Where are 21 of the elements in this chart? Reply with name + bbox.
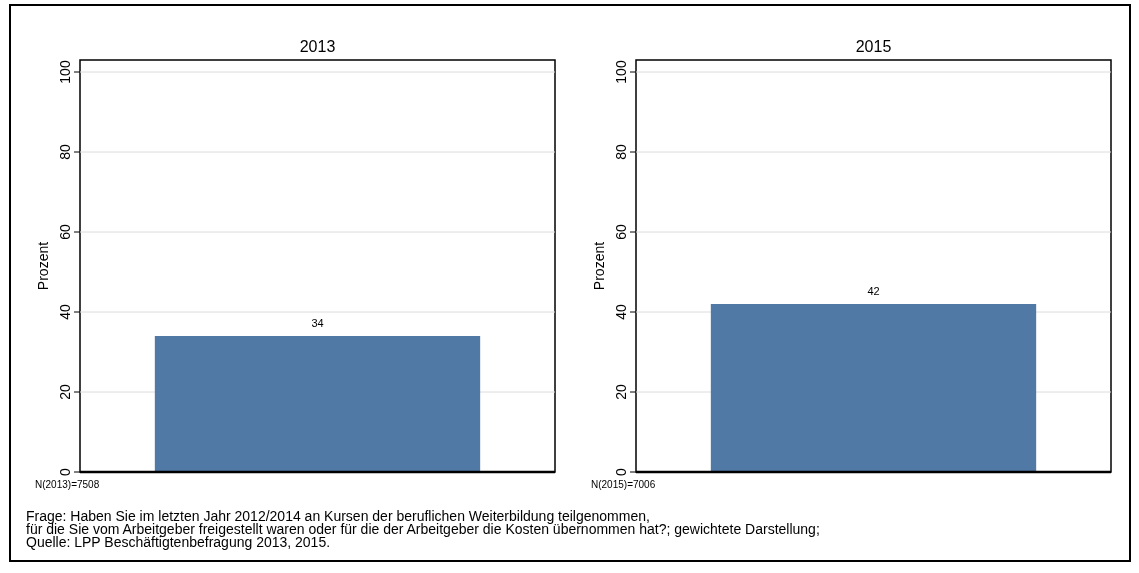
y-tick-label: 20 xyxy=(613,384,629,400)
y-tick-label: 100 xyxy=(57,60,73,84)
y-tick-label: 40 xyxy=(57,304,73,320)
text: N(2013)=7508 xyxy=(35,479,100,490)
y-tick-label: 40 xyxy=(613,304,629,320)
y-axis-title: Prozent xyxy=(35,241,51,291)
y-axis-title: Prozent xyxy=(591,241,607,291)
y-tick-label: 0 xyxy=(613,467,629,476)
data-label: 34 xyxy=(311,317,324,329)
text: Frage: Haben Sie im letzten Jahr 2012/2014 an Kursen der beruflichen Weiterbildung teilgenommen, xyxy=(26,508,650,524)
y-tick-label: 0 xyxy=(57,467,73,476)
y-tick-label: 20 xyxy=(57,384,73,400)
y-tick-label: 80 xyxy=(613,144,629,160)
y-tick-label: 80 xyxy=(57,144,73,160)
text: N(2015)=7006 xyxy=(591,479,656,490)
y-tick-label: 60 xyxy=(613,224,629,240)
y-tick-label: 100 xyxy=(613,60,629,84)
chart-title: 2015 xyxy=(855,38,892,55)
chart-title: 2013 xyxy=(299,38,336,55)
y-tick-label: 60 xyxy=(57,224,73,240)
data-label: 42 xyxy=(867,285,880,297)
